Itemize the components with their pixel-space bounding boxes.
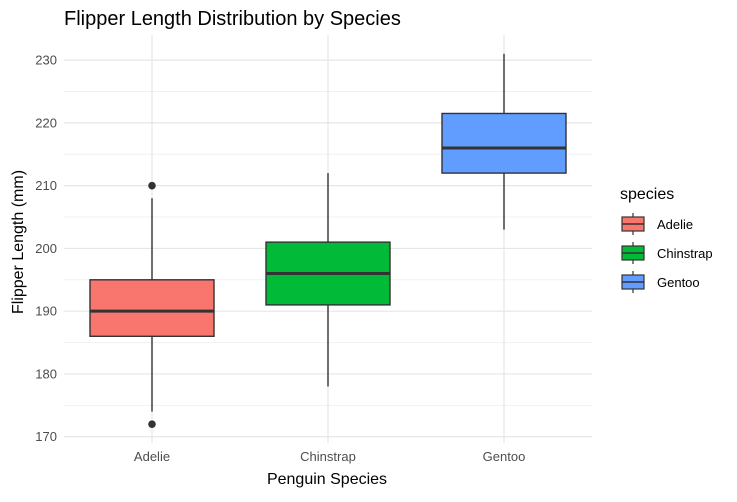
x-axis-ticks: Adelie Chinstrap Gentoo	[134, 449, 525, 464]
legend: species Adelie Chinstrap Gentoo	[620, 186, 713, 293]
outlier-point	[148, 181, 156, 190]
legend-title: species	[620, 186, 674, 203]
chart-title: Flipper Length Distribution by Species	[64, 8, 401, 30]
legend-label-gentoo: Gentoo	[657, 275, 700, 290]
y-tick-label: 180	[35, 366, 57, 381]
y-axis-ticks: 170 180 190 200 210 220 230	[35, 53, 57, 445]
y-tick-label: 190	[35, 304, 57, 319]
y-tick-label: 230	[35, 53, 57, 68]
y-axis-title: Flipper Length (mm)	[10, 170, 27, 314]
box-body	[89, 279, 215, 337]
box-chinstrap	[265, 173, 391, 387]
y-tick-label: 220	[35, 115, 57, 130]
x-axis-title: Penguin Species	[267, 471, 387, 488]
box-body	[441, 112, 567, 174]
box-adelie	[89, 181, 215, 428]
y-tick-label: 210	[35, 178, 57, 193]
legend-key-gentoo	[621, 271, 645, 293]
y-tick-label: 200	[35, 241, 57, 256]
box-gentoo	[441, 53, 567, 230]
legend-key-adelie	[621, 213, 645, 235]
outlier-point	[148, 420, 156, 428]
boxes	[89, 53, 567, 428]
x-tick-label: Gentoo	[483, 449, 526, 464]
legend-label-chinstrap: Chinstrap	[657, 246, 713, 261]
legend-label-adelie: Adelie	[657, 217, 693, 232]
x-tick-label: Adelie	[134, 449, 170, 464]
y-tick-label: 170	[35, 429, 57, 444]
legend-key-chinstrap	[621, 242, 645, 264]
x-tick-label: Chinstrap	[300, 449, 356, 464]
